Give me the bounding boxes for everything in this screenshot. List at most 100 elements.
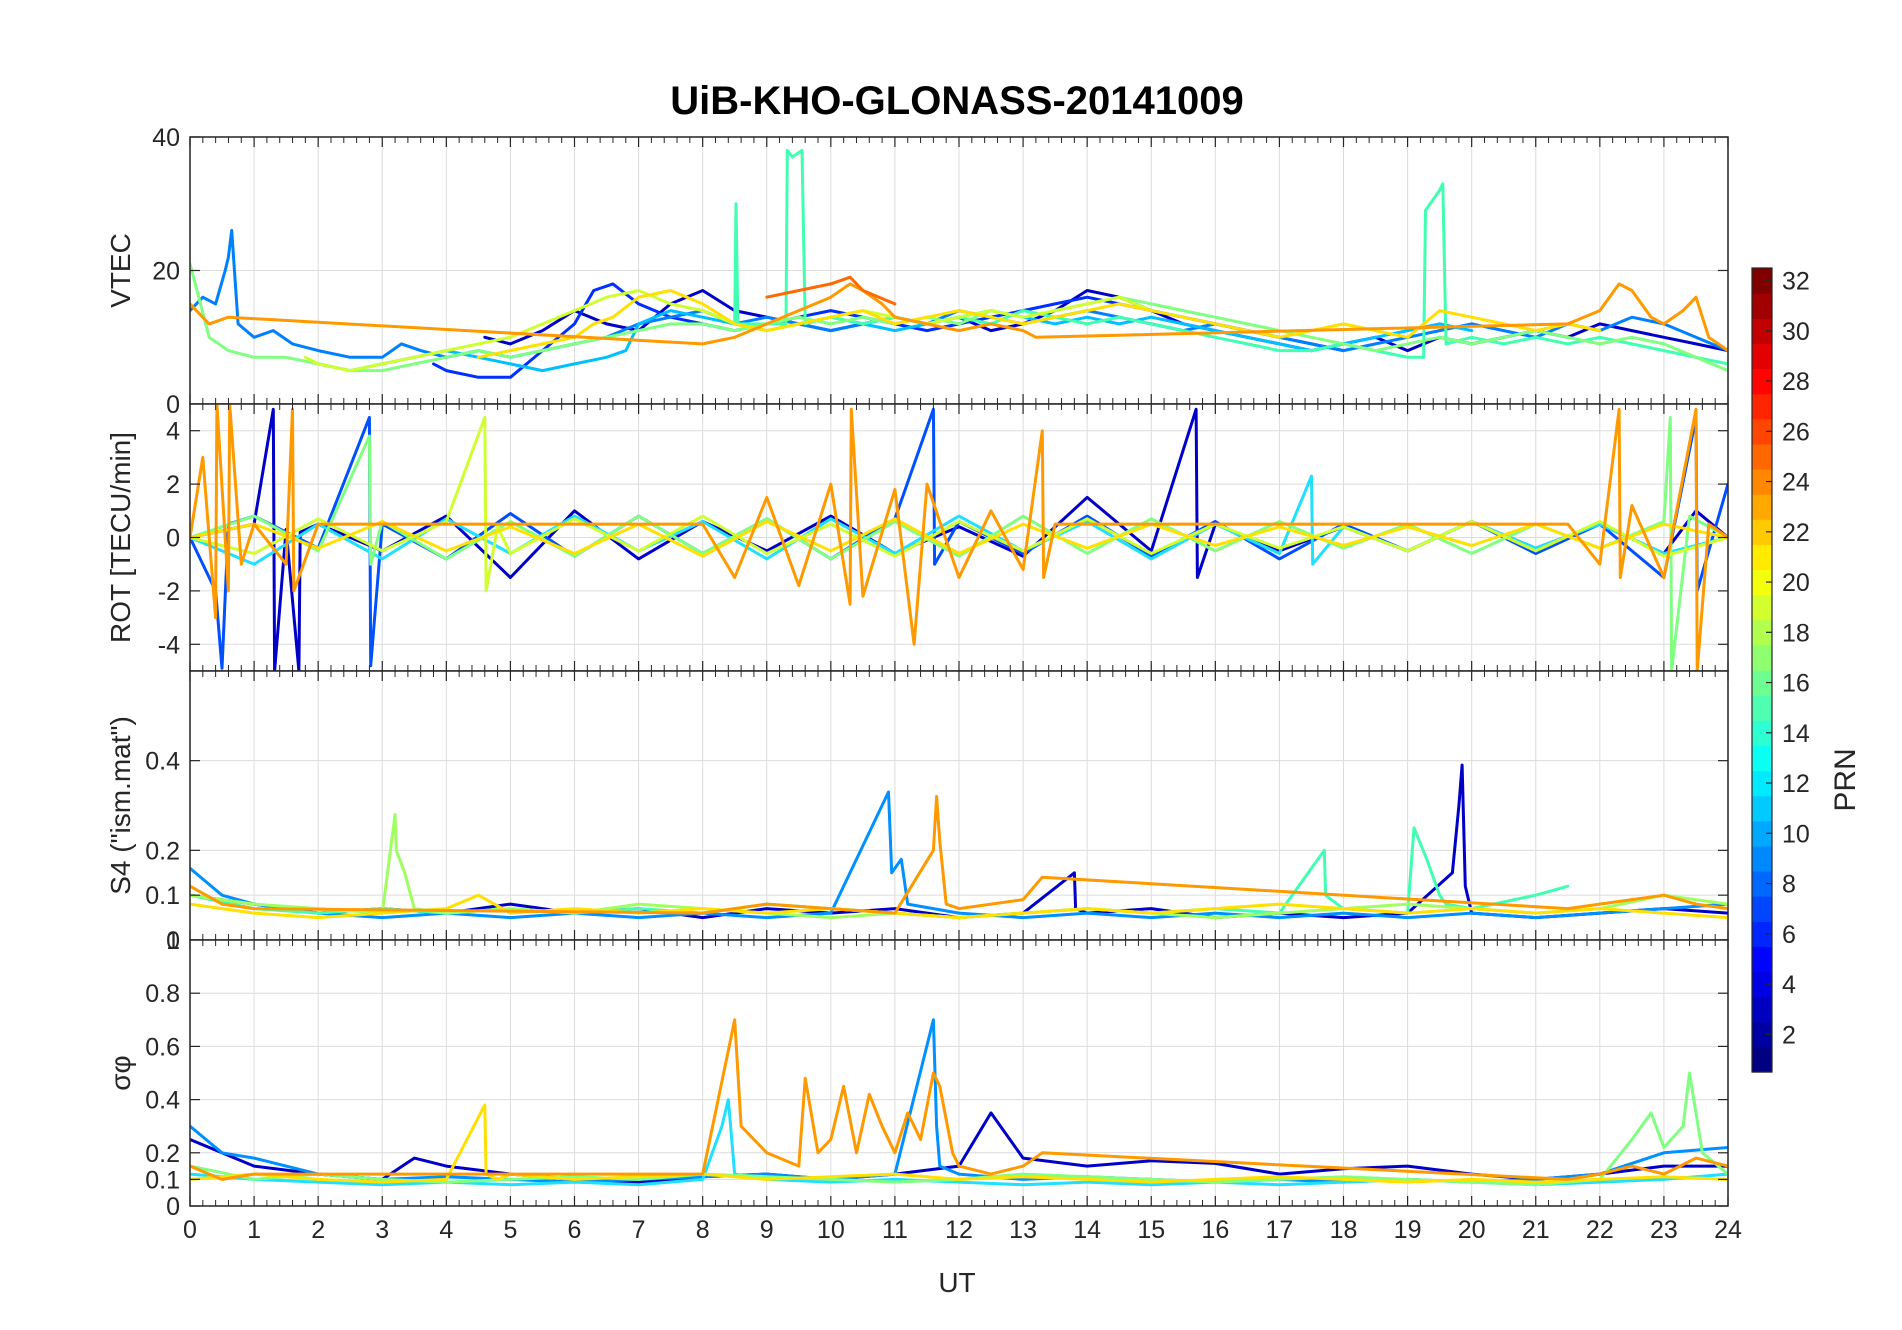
series-group-s4 — [190, 763, 1728, 920]
colorbar-swatch — [1752, 720, 1772, 746]
series-group-vtec — [190, 148, 1728, 379]
colorbar-tick-label: 22 — [1782, 519, 1810, 547]
y-tick-label: -4 — [158, 631, 180, 659]
y-tick-label: 40 — [152, 124, 180, 152]
chart-title: UiB-KHO-GLONASS-20141009 — [670, 79, 1244, 123]
colorbar-swatch — [1752, 469, 1772, 495]
x-tick-label: 1 — [247, 1216, 261, 1244]
x-tick-label: 18 — [1330, 1216, 1358, 1244]
y-tick-label: 0.8 — [145, 980, 180, 1008]
colorbar-swatch — [1752, 770, 1772, 797]
series-vtec-prn-8 — [190, 228, 1728, 359]
colorbar-swatch — [1752, 795, 1772, 822]
colorbar-swatch — [1752, 845, 1772, 872]
colorbar-swatch — [1752, 1021, 1772, 1048]
panel-s4: 0 0.1 0.2 0.4 S4 ("ism.mat") — [105, 670, 1729, 955]
colorbar-tick-label: 4 — [1782, 971, 1796, 999]
series-s4-prn-9 — [190, 790, 1728, 920]
y-tick-label: 20 — [152, 258, 180, 286]
series-s4-prn-17 — [190, 813, 1728, 920]
x-tick-label: 22 — [1586, 1216, 1614, 1244]
colorbar-swatch — [1752, 544, 1772, 571]
series-group-sigma — [190, 1018, 1728, 1187]
colorbar-swatch — [1752, 594, 1772, 621]
colorbar-tick-label: 12 — [1782, 770, 1810, 798]
x-tick-label: 0 — [183, 1216, 197, 1244]
y-tick-label: 0.6 — [145, 1033, 180, 1061]
series-vtec-prn-21 — [476, 289, 1602, 359]
x-tick-label: 4 — [439, 1216, 453, 1244]
colorbar-swatch — [1752, 921, 1772, 947]
colorbar-tick-label: 20 — [1782, 569, 1810, 597]
y-tick-label: -2 — [158, 578, 180, 606]
series-vtec-prn-11 — [316, 309, 1474, 373]
x-tick-label: 11 — [882, 1216, 908, 1244]
colorbar-tick-label: 28 — [1782, 368, 1810, 396]
series-sigma-prn-23 — [190, 1018, 1728, 1181]
x-tick-label: 5 — [503, 1216, 517, 1244]
colorbar-label: PRN — [1829, 748, 1862, 811]
colorbar-swatch — [1752, 293, 1772, 319]
x-tick-label: 12 — [945, 1216, 973, 1244]
x-tick-label: 13 — [1009, 1216, 1037, 1244]
colorbar-swatch — [1752, 820, 1772, 847]
y-tick-label-top: 0 — [166, 391, 180, 419]
series-s4-prn-21 — [190, 893, 1728, 920]
y-tick-label: 0 — [166, 525, 180, 553]
colorbar-swatch — [1752, 670, 1772, 696]
y-axis-label-vtec: VTEC — [105, 233, 136, 308]
x-tick-label: 20 — [1458, 1216, 1486, 1244]
colorbar-swatch — [1752, 268, 1772, 294]
series-rot-prn-21 — [190, 517, 1728, 558]
y-tick-label: 4 — [166, 418, 180, 446]
colorbar-swatch — [1752, 494, 1772, 520]
colorbar-tick-label: 32 — [1782, 268, 1810, 296]
x-tick-label: 2 — [311, 1216, 325, 1244]
colorbar-swatch — [1752, 745, 1772, 772]
colorbar-frame — [1751, 267, 1773, 1073]
y-tick-label: 0.4 — [145, 1087, 180, 1115]
colorbar-swatch — [1752, 519, 1772, 545]
y-tick-label: 0.2 — [145, 1140, 180, 1168]
colorbar-tick-label: 2 — [1782, 1021, 1796, 1049]
x-tick-label: 16 — [1201, 1216, 1229, 1244]
colorbar-swatch — [1752, 695, 1772, 721]
colorbar-tick-label: 16 — [1782, 670, 1810, 698]
x-tick-label: 9 — [760, 1216, 774, 1244]
x-tick-label: 17 — [1266, 1216, 1294, 1244]
colorbar-tick-label: 8 — [1782, 871, 1796, 899]
series-vtec-prn-23 — [190, 282, 1728, 353]
x-tick-label: 19 — [1394, 1216, 1422, 1244]
series-sigma-prn-20 — [190, 1103, 1728, 1184]
x-tick-label: 7 — [632, 1216, 646, 1244]
y-tick-label: 2 — [166, 471, 180, 499]
colorbar-swatch — [1752, 996, 1772, 1023]
colorbar-tick-label: 14 — [1782, 720, 1810, 748]
series-vtec-prn-24 — [765, 275, 897, 306]
colorbar-tick-label: 10 — [1782, 820, 1810, 848]
y-tick-label: 0.1 — [145, 882, 180, 910]
x-tick-label: 24 — [1714, 1216, 1742, 1244]
x-tick-label: 6 — [568, 1216, 582, 1244]
y-axis-label-s4: S4 ("ism.mat") — [105, 716, 136, 895]
x-tick-label: 15 — [1137, 1216, 1165, 1244]
colorbar-tick-label: 24 — [1782, 469, 1810, 497]
series-vtec-prn-14 — [733, 148, 1728, 366]
colorbar-swatch — [1752, 343, 1772, 370]
colorbar-swatch — [1752, 443, 1772, 470]
x-tick-label: 21 — [1522, 1216, 1550, 1244]
colorbar-swatch — [1752, 418, 1772, 445]
y-tick-label: 0 — [166, 1193, 180, 1221]
colorbar-swatch — [1752, 368, 1772, 395]
x-tick-label: 10 — [817, 1216, 845, 1244]
y-axis-label-sigma: σφ — [105, 1055, 136, 1090]
x-tick-label: 8 — [696, 1216, 710, 1244]
colorbar-tick-label: 6 — [1782, 921, 1796, 949]
colorbar-swatch — [1752, 619, 1772, 646]
y-axis-label-rot: ROT [TECU/min] — [105, 432, 136, 643]
y-tick-label: 0 — [166, 927, 180, 955]
colorbar-swatch — [1752, 871, 1772, 897]
